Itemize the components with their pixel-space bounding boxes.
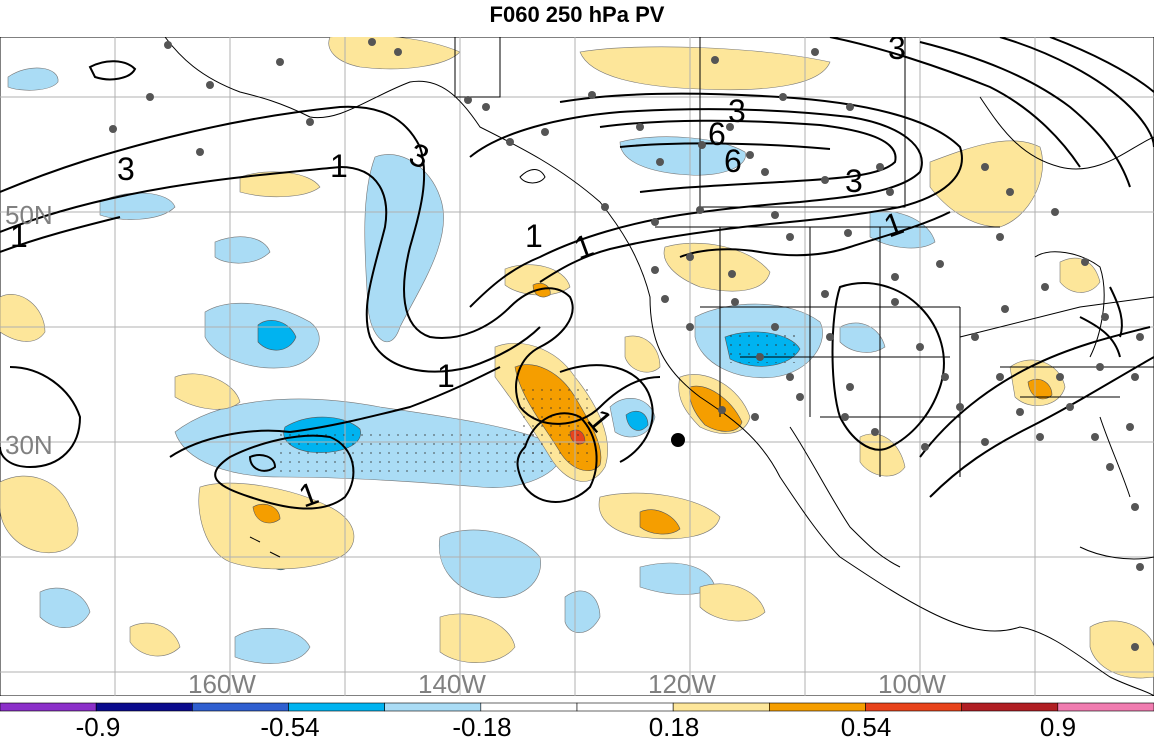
contour-label: 3 bbox=[117, 151, 135, 187]
pv-anomaly-fills bbox=[0, 37, 1154, 679]
contour-label: 1 bbox=[437, 358, 455, 394]
colorbar-swatch bbox=[672, 702, 770, 712]
map-title: F060 250 hPa PV bbox=[489, 2, 665, 27]
colorbar-swatch bbox=[95, 702, 193, 712]
contour-label: 1 bbox=[10, 218, 28, 254]
lat-lon-grid bbox=[0, 37, 1154, 696]
colorbar-swatches bbox=[0, 702, 1154, 712]
lat-label-30n: 30N bbox=[5, 430, 53, 460]
colorbar-swatch bbox=[192, 702, 289, 712]
colorbar-tick-label: 0.18 bbox=[649, 712, 700, 739]
lon-label-160w: 160W bbox=[188, 669, 256, 696]
colorbar-swatch bbox=[865, 702, 962, 712]
colorbar: -0.9 -0.54 -0.18 0.18 0.54 0.9 bbox=[0, 702, 1154, 739]
colorbar-tick-label: 0.54 bbox=[841, 712, 892, 739]
contour-label: 3 bbox=[845, 163, 863, 199]
lon-label-120w: 120W bbox=[648, 669, 716, 696]
colorbar-swatch bbox=[384, 702, 482, 712]
contour-label: 1 bbox=[330, 148, 348, 184]
pv-map: 3 3 6 6 3 3 1 1 3 1 1 1 1 1 1 50N 30N 16… bbox=[0, 37, 1154, 696]
colorbar-swatch bbox=[288, 702, 385, 712]
colorbar-tick-label: -0.54 bbox=[260, 712, 319, 739]
pv-contours bbox=[0, 37, 1154, 510]
contour-label: 1 bbox=[525, 218, 543, 254]
colorbar-swatch bbox=[961, 702, 1059, 712]
colorbar-swatch bbox=[480, 702, 578, 712]
station-dots bbox=[109, 38, 1144, 651]
contour-label: 3 bbox=[888, 37, 906, 66]
colorbar-swatch bbox=[576, 702, 674, 712]
lat-label-50n: 50N bbox=[5, 200, 53, 230]
lon-label-140w: 140W bbox=[418, 669, 486, 696]
colorbar-tick-label: -0.18 bbox=[452, 712, 511, 739]
colorbar-tick-label: 0.9 bbox=[1040, 712, 1076, 739]
colorbar-tick-label: -0.9 bbox=[76, 712, 121, 739]
colorbar-swatch bbox=[0, 702, 97, 712]
lon-label-100w: 100W bbox=[878, 669, 946, 696]
contour-label: 6 bbox=[724, 143, 742, 179]
contour-label: 3 bbox=[728, 93, 746, 129]
colorbar-swatch bbox=[769, 702, 866, 712]
colorbar-swatch bbox=[1057, 702, 1154, 712]
contour-label: 6 bbox=[708, 116, 726, 152]
forecast-point-marker bbox=[671, 433, 685, 447]
